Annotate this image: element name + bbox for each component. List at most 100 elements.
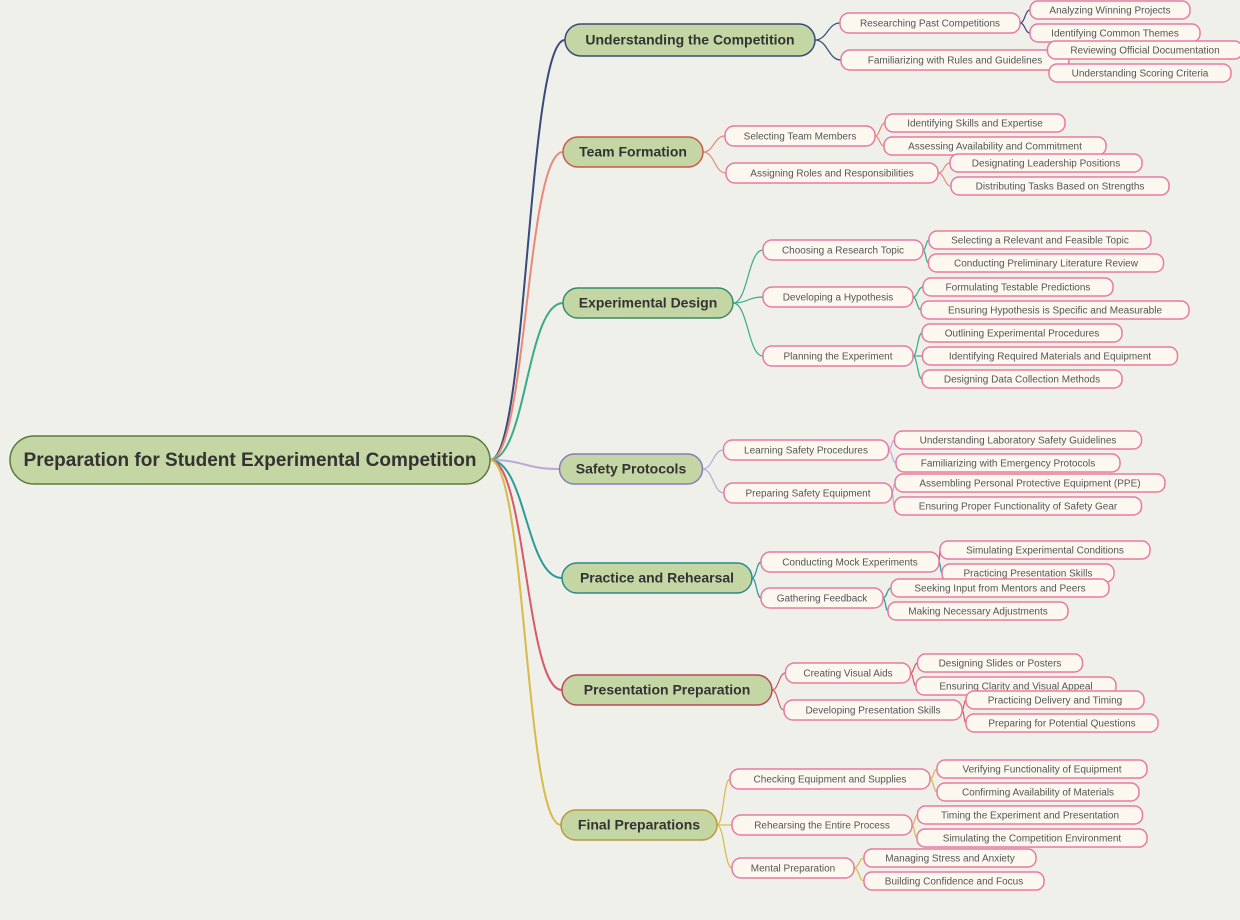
l2-node-2-2-label: Planning the Experiment <box>784 352 893 363</box>
l3-node-3-1-1-label: Ensuring Proper Functionality of Safety … <box>919 502 1118 513</box>
branch-node-1-label: Team Formation <box>579 144 687 160</box>
l3-node-1-0-0-label: Identifying Skills and Expertise <box>907 119 1043 130</box>
edge <box>911 663 918 673</box>
branch-node-3-label: Safety Protocols <box>576 461 687 477</box>
edge <box>938 173 951 186</box>
l3-node-4-0-0-label: Simulating Experimental Conditions <box>966 546 1124 557</box>
branch-node-0-label: Understanding the Competition <box>585 32 794 48</box>
l3-node-3-0-1-label: Familiarizing with Emergency Protocols <box>921 459 1096 470</box>
branch-node-2-label: Experimental Design <box>579 295 718 311</box>
l3-node-2-2-1-label: Identifying Required Materials and Equip… <box>949 352 1152 363</box>
edge <box>854 868 864 881</box>
edge <box>1020 23 1030 33</box>
edge <box>703 152 726 173</box>
edge <box>913 356 922 379</box>
l3-node-2-2-2-label: Designing Data Collection Methods <box>944 375 1100 386</box>
l2-node-5-1-label: Developing Presentation Skills <box>805 706 940 717</box>
edge <box>772 673 786 690</box>
l2-node-0-1-label: Familiarizing with Rules and Guidelines <box>868 56 1043 67</box>
l3-node-0-0-1-label: Identifying Common Themes <box>1051 29 1179 40</box>
edge <box>875 123 885 136</box>
l2-node-6-1-label: Rehearsing the Entire Process <box>754 821 890 832</box>
l3-node-4-1-0-label: Seeking Input from Mentors and Peers <box>914 584 1085 595</box>
l3-node-2-0-0-label: Selecting a Relevant and Feasible Topic <box>951 236 1129 247</box>
edge <box>930 769 937 779</box>
root-node-label: Preparation for Student Experimental Com… <box>24 450 477 471</box>
l3-node-6-2-0-label: Managing Stress and Anxiety <box>885 854 1015 865</box>
l3-node-4-1-1-label: Making Necessary Adjustments <box>908 607 1048 618</box>
edge <box>717 779 730 825</box>
edge <box>490 40 565 460</box>
edge <box>913 297 921 310</box>
edge <box>490 460 562 578</box>
edge <box>752 578 761 598</box>
l3-node-6-1-1-label: Simulating the Competition Environment <box>943 834 1122 845</box>
l2-node-1-1-label: Assigning Roles and Responsibilities <box>750 169 913 180</box>
edge <box>733 297 763 303</box>
edge <box>815 40 841 60</box>
l2-node-1-0-label: Selecting Team Members <box>744 132 857 143</box>
edge <box>923 240 929 250</box>
edge <box>717 825 732 868</box>
edge <box>703 136 725 152</box>
edge <box>930 779 937 792</box>
l3-node-1-0-1-label: Assessing Availability and Commitment <box>908 142 1082 153</box>
branch-node-4-label: Practice and Rehearsal <box>580 570 734 586</box>
l2-node-5-0-label: Creating Visual Aids <box>803 669 892 680</box>
edge <box>912 815 918 825</box>
edge <box>733 250 763 303</box>
branch-node-5-label: Presentation Preparation <box>584 682 751 698</box>
l3-node-3-0-0-label: Understanding Laboratory Safety Guidelin… <box>920 436 1117 447</box>
l2-node-4-0-label: Conducting Mock Experiments <box>782 558 918 569</box>
l2-node-3-1-label: Preparing Safety Equipment <box>745 489 870 500</box>
l2-node-0-0-label: Researching Past Competitions <box>860 19 1000 30</box>
edge <box>854 858 864 868</box>
edge <box>883 598 888 611</box>
l3-node-3-1-0-label: Assembling Personal Protective Equipment… <box>919 479 1140 490</box>
edge <box>889 440 895 450</box>
edge <box>875 136 884 146</box>
l3-node-5-0-0-label: Designing Slides or Posters <box>939 659 1062 670</box>
l3-node-2-0-1-label: Conducting Preliminary Literature Review <box>954 259 1139 270</box>
l3-node-0-0-0-label: Analyzing Winning Projects <box>1049 6 1170 17</box>
l3-node-6-2-1-label: Building Confidence and Focus <box>885 877 1023 888</box>
edge <box>703 450 724 469</box>
mindmap-canvas: Preparation for Student Experimental Com… <box>0 0 1240 920</box>
l3-node-4-0-1-label: Practicing Presentation Skills <box>964 569 1093 580</box>
l3-node-2-1-0-label: Formulating Testable Predictions <box>946 283 1091 294</box>
l2-node-6-2-label: Mental Preparation <box>751 864 836 875</box>
edge <box>923 250 929 263</box>
edge <box>703 469 725 493</box>
l3-node-6-0-1-label: Confirming Availability of Materials <box>962 788 1114 799</box>
l3-node-1-1-1-label: Distributing Tasks Based on Strengths <box>976 182 1145 193</box>
l3-node-5-1-1-label: Preparing for Potential Questions <box>988 719 1135 730</box>
edge <box>883 588 891 598</box>
edge <box>913 287 923 297</box>
edge <box>815 23 840 40</box>
l2-node-2-0-label: Choosing a Research Topic <box>782 246 904 257</box>
branch-node-6-label: Final Preparations <box>578 817 700 833</box>
edge <box>733 303 763 356</box>
l3-node-0-1-0-label: Reviewing Official Documentation <box>1070 46 1219 57</box>
edge <box>490 152 563 460</box>
edge <box>911 673 917 686</box>
edge <box>938 163 950 173</box>
edge <box>889 450 897 463</box>
l3-node-0-1-1-label: Understanding Scoring Criteria <box>1072 69 1209 80</box>
edge <box>752 562 761 578</box>
l2-node-3-0-label: Learning Safety Procedures <box>744 446 868 457</box>
l3-node-6-1-0-label: Timing the Experiment and Presentation <box>941 811 1119 822</box>
edge <box>490 303 563 460</box>
l2-node-6-0-label: Checking Equipment and Supplies <box>754 775 907 786</box>
edge <box>913 333 922 356</box>
l3-node-6-0-0-label: Verifying Functionality of Equipment <box>963 765 1122 776</box>
l2-node-4-1-label: Gathering Feedback <box>777 594 869 605</box>
edge <box>1020 10 1030 23</box>
edge <box>912 825 917 838</box>
l3-node-2-2-0-label: Outlining Experimental Procedures <box>945 329 1100 340</box>
edge <box>772 690 784 710</box>
l2-node-2-1-label: Developing a Hypothesis <box>783 293 894 304</box>
l3-node-5-1-0-label: Practicing Delivery and Timing <box>988 696 1123 707</box>
l3-node-2-1-1-label: Ensuring Hypothesis is Specific and Meas… <box>948 306 1162 317</box>
l3-node-1-1-0-label: Designating Leadership Positions <box>972 159 1120 170</box>
